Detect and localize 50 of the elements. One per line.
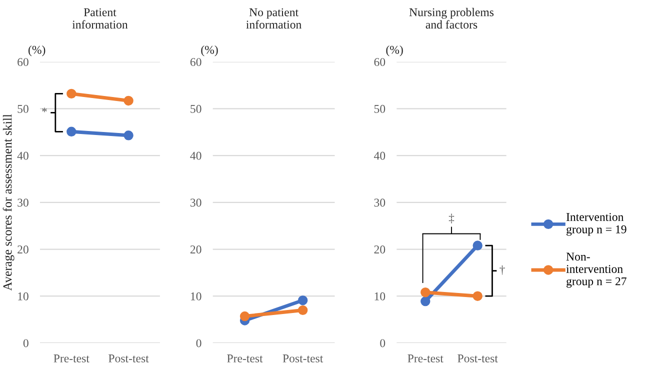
y-tick-label: 40: [190, 152, 202, 160]
y-tick-label: 10: [374, 292, 386, 300]
point: [124, 130, 134, 140]
point: [298, 305, 308, 316]
x-tick-label: Pre-test: [54, 354, 90, 362]
annotation: ‡: [448, 214, 454, 224]
point: [240, 311, 250, 322]
point: [420, 288, 430, 298]
y-tick-label: 30: [374, 198, 386, 207]
text: (%): [201, 45, 218, 56]
y-tick-label: 20: [18, 246, 28, 254]
x-tick-label: Post-test: [458, 354, 498, 362]
y-tick-label: 0: [23, 339, 28, 348]
y-tick-label: 0: [196, 339, 202, 348]
y-tick-label: 30: [190, 198, 202, 207]
y-tick-label: 0: [380, 339, 386, 348]
point: [66, 88, 76, 99]
chart-title: No patient information: [246, 8, 302, 29]
y-tick-label: 60: [190, 58, 202, 66]
y-tick-label: 50: [18, 104, 28, 113]
point: [472, 291, 482, 301]
x-tick-label: Post-test: [282, 354, 324, 362]
point: [472, 240, 482, 250]
y-tick-label: 60: [18, 58, 28, 66]
y-tick-label: 10: [190, 292, 202, 300]
chart-title: Patient information: [72, 8, 128, 29]
chart-title: Nursing problems and factors: [409, 8, 494, 29]
point: [124, 96, 134, 106]
y-tick-label: 60: [374, 58, 386, 66]
point: [66, 126, 76, 137]
y-tick-label: 40: [374, 152, 386, 160]
annotation: †: [500, 265, 505, 276]
legend-label: Intervention group n = 19: [566, 213, 626, 236]
point: [420, 296, 430, 306]
x-tick-label: Pre-test: [408, 354, 444, 362]
text: (%): [386, 45, 403, 56]
y-tick-label: 30: [18, 198, 28, 207]
y-tick-label: 50: [374, 104, 386, 113]
annotation: *: [42, 108, 47, 112]
legend-label: Non- intervention group n = 27: [566, 252, 626, 288]
y-tick-label: 40: [17, 152, 28, 160]
text: (%): [28, 45, 46, 56]
point: [298, 295, 308, 306]
y-tick-label: 20: [374, 246, 386, 254]
y-axis-title: Average scores for assessment skill: [2, 114, 14, 291]
y-tick-label: 50: [190, 104, 202, 113]
x-tick-label: Pre-test: [227, 354, 263, 362]
y-tick-label: 20: [190, 246, 202, 254]
y-tick-label: 10: [18, 292, 28, 300]
x-tick-label: Post-test: [108, 354, 149, 362]
